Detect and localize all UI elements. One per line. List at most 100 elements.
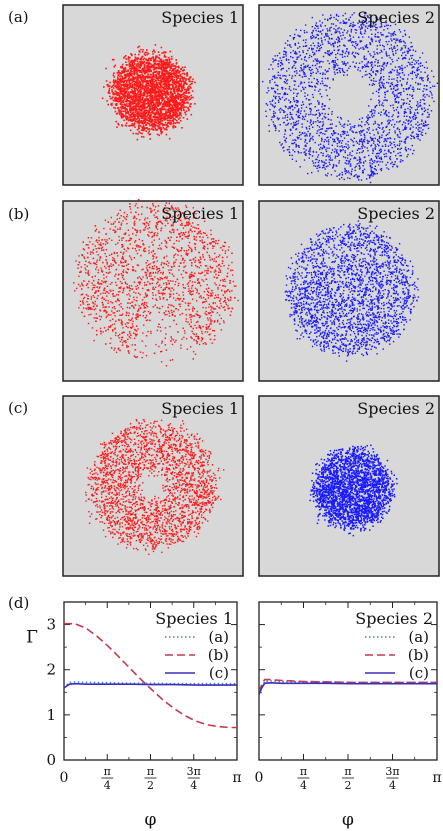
particle: [405, 128, 407, 130]
particle: [176, 103, 178, 105]
particle: [121, 63, 124, 66]
particle: [154, 66, 156, 69]
particle: [148, 57, 150, 60]
particle: [369, 181, 372, 184]
particle: [165, 72, 168, 74]
particle: [157, 113, 160, 116]
particle: [400, 159, 402, 161]
particle: [350, 163, 352, 165]
particle: [314, 64, 317, 67]
particle: [124, 77, 127, 79]
particle: [179, 73, 181, 76]
particle: [431, 97, 433, 99]
particle: [411, 135, 413, 137]
particle: [112, 80, 115, 82]
particle: [382, 145, 384, 147]
particle: [174, 106, 176, 108]
particle: [153, 60, 155, 63]
particle: [417, 103, 419, 105]
particle: [280, 77, 282, 80]
particle: [321, 95, 323, 98]
particle: [374, 110, 376, 112]
particle: [382, 76, 385, 78]
particle: [309, 147, 312, 149]
particle: [371, 114, 373, 116]
particle: [142, 108, 144, 110]
particle: [121, 113, 124, 115]
particle: [155, 129, 158, 131]
particle: [118, 87, 120, 90]
particle: [169, 58, 171, 60]
particle: [411, 78, 414, 80]
particle: [369, 24, 371, 26]
particle: [320, 131, 322, 134]
particle: [124, 100, 127, 102]
particle: [273, 115, 276, 117]
particle: [269, 108, 271, 111]
particle: [119, 100, 121, 102]
particle: [119, 77, 122, 80]
particle: [151, 56, 154, 59]
particle: [176, 101, 178, 103]
particle: [371, 163, 373, 165]
particle: [139, 91, 141, 93]
particle: [153, 80, 156, 83]
particle: [297, 116, 299, 119]
particle: [152, 87, 154, 90]
particle: [377, 18, 379, 21]
particle: [363, 24, 365, 26]
particle: [409, 128, 411, 130]
particle: [346, 55, 349, 57]
particle: [375, 58, 377, 61]
particle: [170, 115, 172, 117]
particle: [138, 108, 141, 110]
particle: [166, 87, 169, 90]
particle: [135, 109, 137, 111]
particle: [413, 66, 415, 68]
particle: [346, 131, 349, 133]
particle: [378, 65, 381, 67]
particle: [318, 129, 320, 131]
particle: [174, 74, 176, 77]
particle: [154, 56, 157, 59]
particle: [394, 99, 396, 101]
particle: [331, 123, 333, 125]
particle: [171, 58, 173, 60]
particle: [326, 85, 328, 87]
particle: [133, 72, 135, 75]
particle: [151, 65, 153, 67]
particle: [301, 107, 303, 109]
particle: [181, 87, 183, 90]
particle: [409, 62, 411, 64]
particle: [122, 70, 124, 73]
particle: [174, 86, 176, 89]
particle: [179, 107, 181, 109]
particle: [279, 107, 282, 110]
particle: [320, 146, 322, 149]
particle: [342, 156, 345, 158]
particle: [372, 129, 374, 131]
particle: [399, 148, 401, 150]
particle: [145, 130, 147, 132]
particle: [385, 115, 388, 117]
particle: [274, 102, 277, 104]
particle: [168, 105, 171, 108]
particle: [303, 88, 305, 91]
particle: [331, 113, 333, 115]
particle: [396, 74, 398, 76]
particle: [376, 172, 378, 175]
particle: [388, 121, 390, 124]
particle: [115, 91, 118, 94]
particle: [290, 89, 292, 92]
particle: [123, 57, 125, 59]
particle: [139, 112, 142, 114]
particle: [293, 124, 295, 126]
particle: [327, 77, 329, 79]
particle: [312, 135, 314, 138]
particle: [335, 63, 338, 65]
particle: [364, 160, 367, 162]
particle: [133, 96, 136, 98]
particle: [343, 124, 345, 126]
particle: [296, 72, 298, 74]
particle: [344, 123, 346, 125]
